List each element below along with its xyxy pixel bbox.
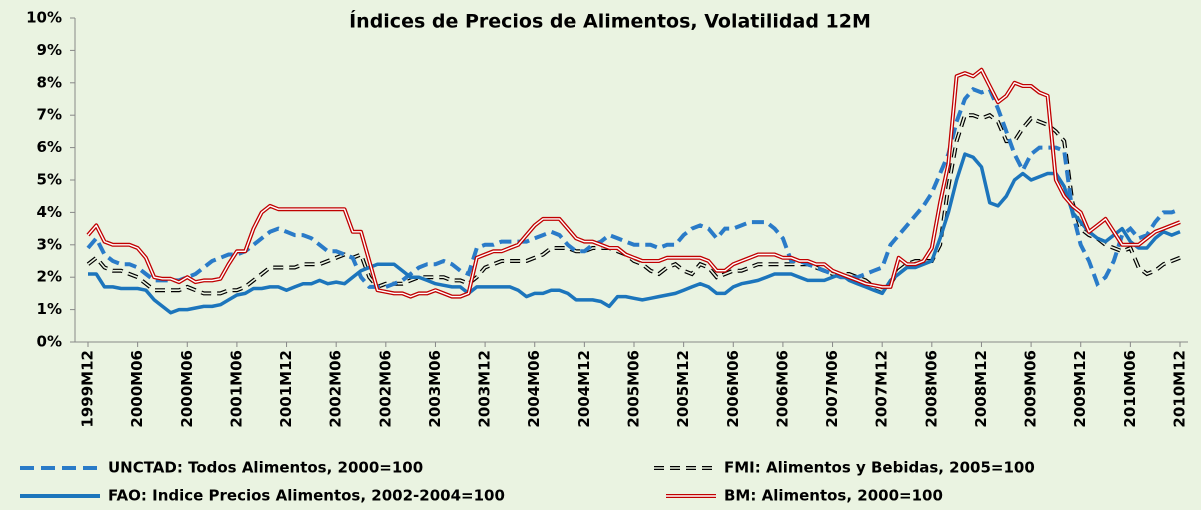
y-tick-label: 6%	[37, 138, 62, 156]
x-tick-label: 2000M06	[128, 350, 146, 428]
line	[88, 152, 1181, 315]
x-tick-label: 2004M06	[525, 350, 543, 428]
y-tick-label: 0%	[37, 333, 62, 351]
y-tick-label: 1%	[37, 300, 62, 318]
y-tick-label: 5%	[37, 171, 62, 189]
x-tick-label: 2002M06	[327, 350, 345, 428]
x-tick-label: 2008M12	[972, 350, 990, 428]
legend-item: FAO: Indice Precios Alimentos, 2002-2004…	[20, 487, 505, 505]
line	[86, 86, 1181, 289]
x-tick-label: 2007M06	[823, 350, 841, 428]
chart-title: Índices de Precios de Alimentos, Volatil…	[349, 10, 871, 33]
y-tick-label: 4%	[37, 203, 62, 221]
x-tick-label: 2009M12	[1071, 350, 1089, 428]
x-tick-label: 2004M12	[575, 350, 593, 428]
series	[86, 86, 1181, 289]
x-tick-label: 2000M06	[178, 350, 196, 428]
x-tick-label: 1999M12	[79, 350, 97, 428]
x-tick-label: 2003M12	[476, 350, 494, 428]
x-tick-label: 2006M06	[724, 350, 742, 428]
line-inner	[87, 69, 1181, 298]
x-tick-label: 2007M12	[873, 350, 891, 428]
legend-item: UNCTAD: Todos Alimentos, 2000=100	[20, 459, 423, 477]
line-inner	[87, 114, 1181, 295]
series	[88, 152, 1181, 315]
y-tick-label: 8%	[37, 73, 62, 91]
x-tick-label: 2002M06	[376, 350, 394, 428]
x-tick-label: 2010M12	[1171, 350, 1189, 428]
legend-item: BM: Alimentos, 2000=100	[666, 487, 943, 505]
legend-label: BM: Alimentos, 2000=100	[724, 487, 943, 505]
legend-item: FMI: Alimentos y Bebidas, 2005=100	[654, 459, 1035, 477]
legend-label: FAO: Indice Precios Alimentos, 2002-2004…	[108, 487, 505, 505]
x-tick-label: 2006M06	[773, 350, 791, 428]
x-tick-label: 2009M06	[1022, 350, 1040, 428]
legend-label: FMI: Alimentos y Bebidas, 2005=100	[724, 459, 1035, 477]
x-tick-label: 2010M06	[1121, 350, 1139, 428]
y-tick-label: 10%	[26, 9, 62, 27]
legend-label: UNCTAD: Todos Alimentos, 2000=100	[108, 459, 423, 477]
y-tick-label: 3%	[37, 235, 62, 253]
x-tick-label: 2005M06	[625, 350, 643, 428]
x-tick-label: 2003M06	[426, 350, 444, 428]
series	[86, 67, 1181, 299]
x-tick-label: 2001M12	[277, 350, 295, 428]
x-tick-label: 2005M12	[674, 350, 692, 428]
x-tick-label: 2008M06	[922, 350, 940, 428]
y-tick-label: 7%	[37, 106, 62, 124]
series	[86, 112, 1181, 296]
y-tick-label: 2%	[37, 268, 62, 286]
x-tick-label: 2001M06	[227, 350, 245, 428]
y-tick-label: 9%	[37, 41, 62, 59]
